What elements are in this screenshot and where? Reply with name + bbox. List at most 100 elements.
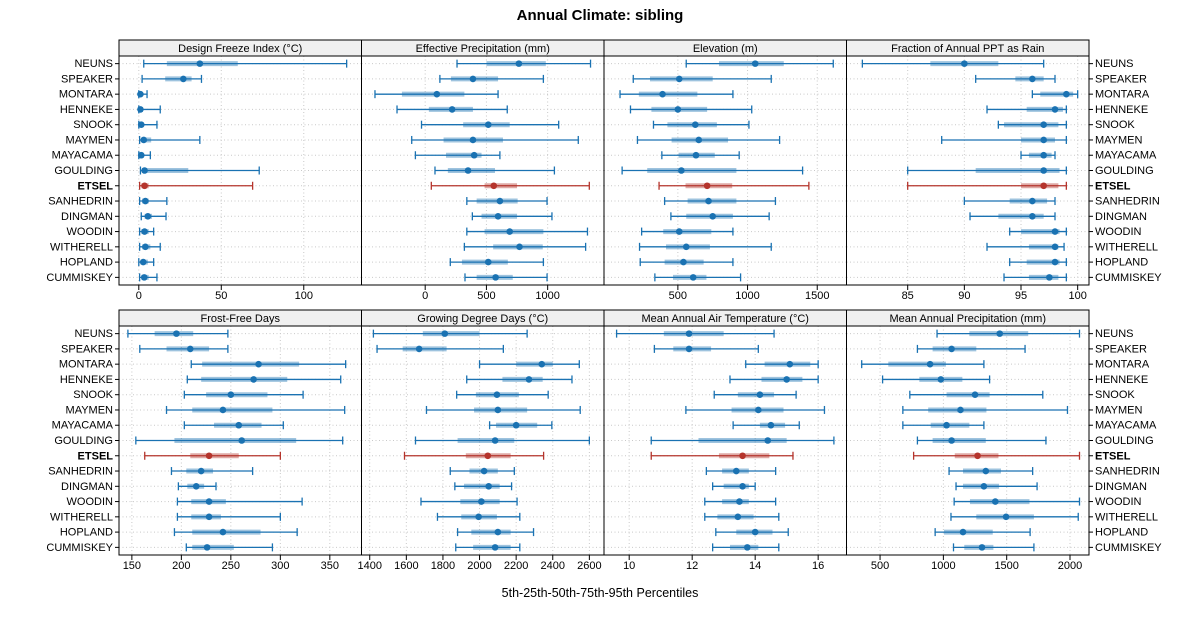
strip-title: Mean Annual Precipitation (mm)	[889, 313, 1046, 325]
median-dot	[235, 421, 243, 429]
series-SANHEDRIN	[138, 197, 168, 206]
tick-label: 0	[136, 290, 142, 302]
median-dot	[494, 213, 502, 220]
panel-frost-free-days: Frost-Free Days 150 200 250 300 350 NEUNS SPEAK…	[46, 309, 362, 572]
station-label-left-WOODIN: WOODIN	[67, 496, 113, 508]
series-SANHEDRIN	[948, 467, 1034, 476]
station-label-left-NEUNS: NEUNS	[74, 58, 113, 70]
median-dot	[691, 121, 699, 128]
series-MAYMEN	[411, 135, 579, 144]
station-label-right-SNOOK: SNOOK	[1095, 389, 1135, 401]
series-CUMMISKEY	[455, 543, 521, 552]
median-dot	[675, 228, 683, 235]
series-WITHERELL	[704, 512, 780, 521]
station-label-right-HOPLAND: HOPLAND	[1095, 257, 1148, 269]
station-label-right-MAYACAMA: MAYACAMA	[1095, 150, 1157, 162]
tick-label: 1000	[535, 290, 559, 302]
station-label-right-MAYACAMA: MAYACAMA	[1095, 420, 1157, 432]
series-HOPLAND	[934, 528, 1031, 537]
station-label-right-HENNEKE: HENNEKE	[1095, 374, 1148, 386]
median-dot	[974, 452, 981, 460]
series-ETSEL	[144, 451, 281, 460]
median-dot	[441, 330, 449, 337]
median-dot	[141, 167, 148, 174]
station-label-left-MONTARA: MONTARA	[59, 89, 114, 101]
median-dot	[786, 360, 794, 368]
series-MONTARA	[137, 90, 148, 99]
median-dot	[515, 60, 523, 67]
median-dot	[961, 60, 968, 67]
median-dot	[490, 182, 498, 190]
panel-mean-annual-air-temperature-c: Mean Annual Air Temperature (°C) 10 12 14 16	[603, 309, 847, 572]
tick-label: 1500	[994, 560, 1018, 572]
median-dot	[137, 121, 145, 128]
station-label-left-SNOOK: SNOOK	[73, 119, 113, 131]
series-NEUNS	[936, 329, 1081, 338]
series-SNOOK	[652, 120, 750, 129]
station-label-left-HOPLAND: HOPLAND	[60, 257, 113, 269]
station-label-left-NEUNS: NEUNS	[74, 328, 113, 340]
station-label-left-ETSEL: ETSEL	[78, 180, 114, 192]
series-MAYACAMA	[488, 421, 553, 430]
tick-label: 50	[215, 290, 227, 302]
median-dot	[1051, 243, 1059, 251]
series-GOULDING	[135, 436, 344, 445]
median-dot	[484, 452, 492, 460]
series-WOODIN	[1009, 227, 1067, 236]
series-HENNEKE	[137, 105, 161, 114]
station-label-left-SNOOK: SNOOK	[73, 389, 113, 401]
median-dot	[139, 258, 147, 266]
series-GOULDING	[414, 436, 591, 445]
page-title: Annual Climate: sibling	[517, 7, 684, 24]
tick-label: 2400	[541, 560, 565, 572]
station-label-left-DINGMAN: DINGMAN	[61, 211, 113, 223]
median-dot	[689, 274, 697, 281]
median-dot	[948, 437, 955, 444]
median-dot	[485, 483, 492, 490]
series-SPEAKER	[439, 74, 545, 83]
tick-label: 16	[812, 560, 824, 572]
series-NEUNS	[685, 59, 834, 68]
median-dot	[492, 274, 499, 281]
median-dot	[173, 330, 180, 337]
series-HENNEKE	[986, 105, 1067, 114]
station-label-left-GOULDING: GOULDING	[54, 165, 113, 177]
median-dot	[1051, 258, 1059, 266]
median-dot	[525, 376, 533, 383]
series-SPEAKER	[141, 74, 203, 83]
median-dot	[1029, 197, 1036, 205]
series-HOPLAND	[715, 528, 789, 537]
median-dot	[227, 391, 235, 399]
station-label-left-HENNEKE: HENNEKE	[60, 374, 113, 386]
median-dot	[186, 345, 194, 353]
median-dot	[1029, 213, 1036, 220]
series-MAYMEN	[636, 135, 781, 144]
tick-label: 250	[222, 560, 240, 572]
station-label-right-DINGMAN: DINGMAN	[1095, 211, 1147, 223]
median-dot	[196, 60, 204, 67]
median-dot	[142, 243, 149, 251]
median-dot	[141, 228, 148, 235]
station-label-right-HENNEKE: HENNEKE	[1095, 104, 1148, 116]
median-dot	[1046, 274, 1053, 281]
series-NEUNS	[372, 329, 528, 338]
station-label-left-HOPLAND: HOPLAND	[60, 527, 113, 539]
median-dot	[980, 483, 988, 490]
series-ETSEL	[907, 181, 1067, 190]
tick-label: 2000	[1058, 560, 1082, 572]
strip-title: Mean Annual Air Temperature (°C)	[642, 313, 809, 325]
median-dot	[140, 274, 148, 281]
series-GOULDING	[139, 166, 260, 175]
caption: 5th-25th-50th-75th-95th Percentiles	[502, 586, 699, 600]
series-MAYACAMA	[183, 421, 284, 430]
station-label-left-SANHEDRIN: SANHEDRIN	[48, 196, 113, 208]
median-dot	[703, 182, 711, 190]
station-label-right-SNOOK: SNOOK	[1095, 119, 1135, 131]
median-dot	[678, 167, 685, 174]
median-dot	[137, 151, 145, 159]
median-dot	[783, 376, 790, 383]
series-MAYACAMA	[1020, 151, 1056, 160]
series-CUMMISKEY	[464, 273, 548, 282]
